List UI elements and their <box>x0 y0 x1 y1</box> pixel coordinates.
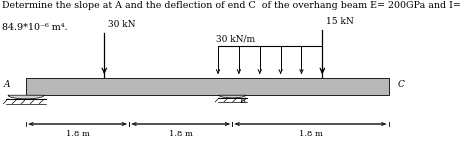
Text: Determine the slope at A and the deflection of end C  of the overhang beam E= 20: Determine the slope at A and the deflect… <box>2 1 461 10</box>
Polygon shape <box>219 95 246 98</box>
Text: B: B <box>239 97 246 105</box>
Bar <box>26 78 389 95</box>
Text: 1.8 m: 1.8 m <box>299 130 322 138</box>
Text: 15 kN: 15 kN <box>326 17 354 26</box>
Polygon shape <box>8 95 44 99</box>
Text: C: C <box>397 80 404 89</box>
Text: 1.8 m: 1.8 m <box>66 130 90 138</box>
Text: 30 kN: 30 kN <box>108 20 136 29</box>
Text: A: A <box>4 80 10 89</box>
Text: 84.9*10⁻⁶ m⁴.: 84.9*10⁻⁶ m⁴. <box>2 23 68 32</box>
Text: 1.8 m: 1.8 m <box>169 130 192 138</box>
Text: 30 kN/m: 30 kN/m <box>216 35 255 44</box>
